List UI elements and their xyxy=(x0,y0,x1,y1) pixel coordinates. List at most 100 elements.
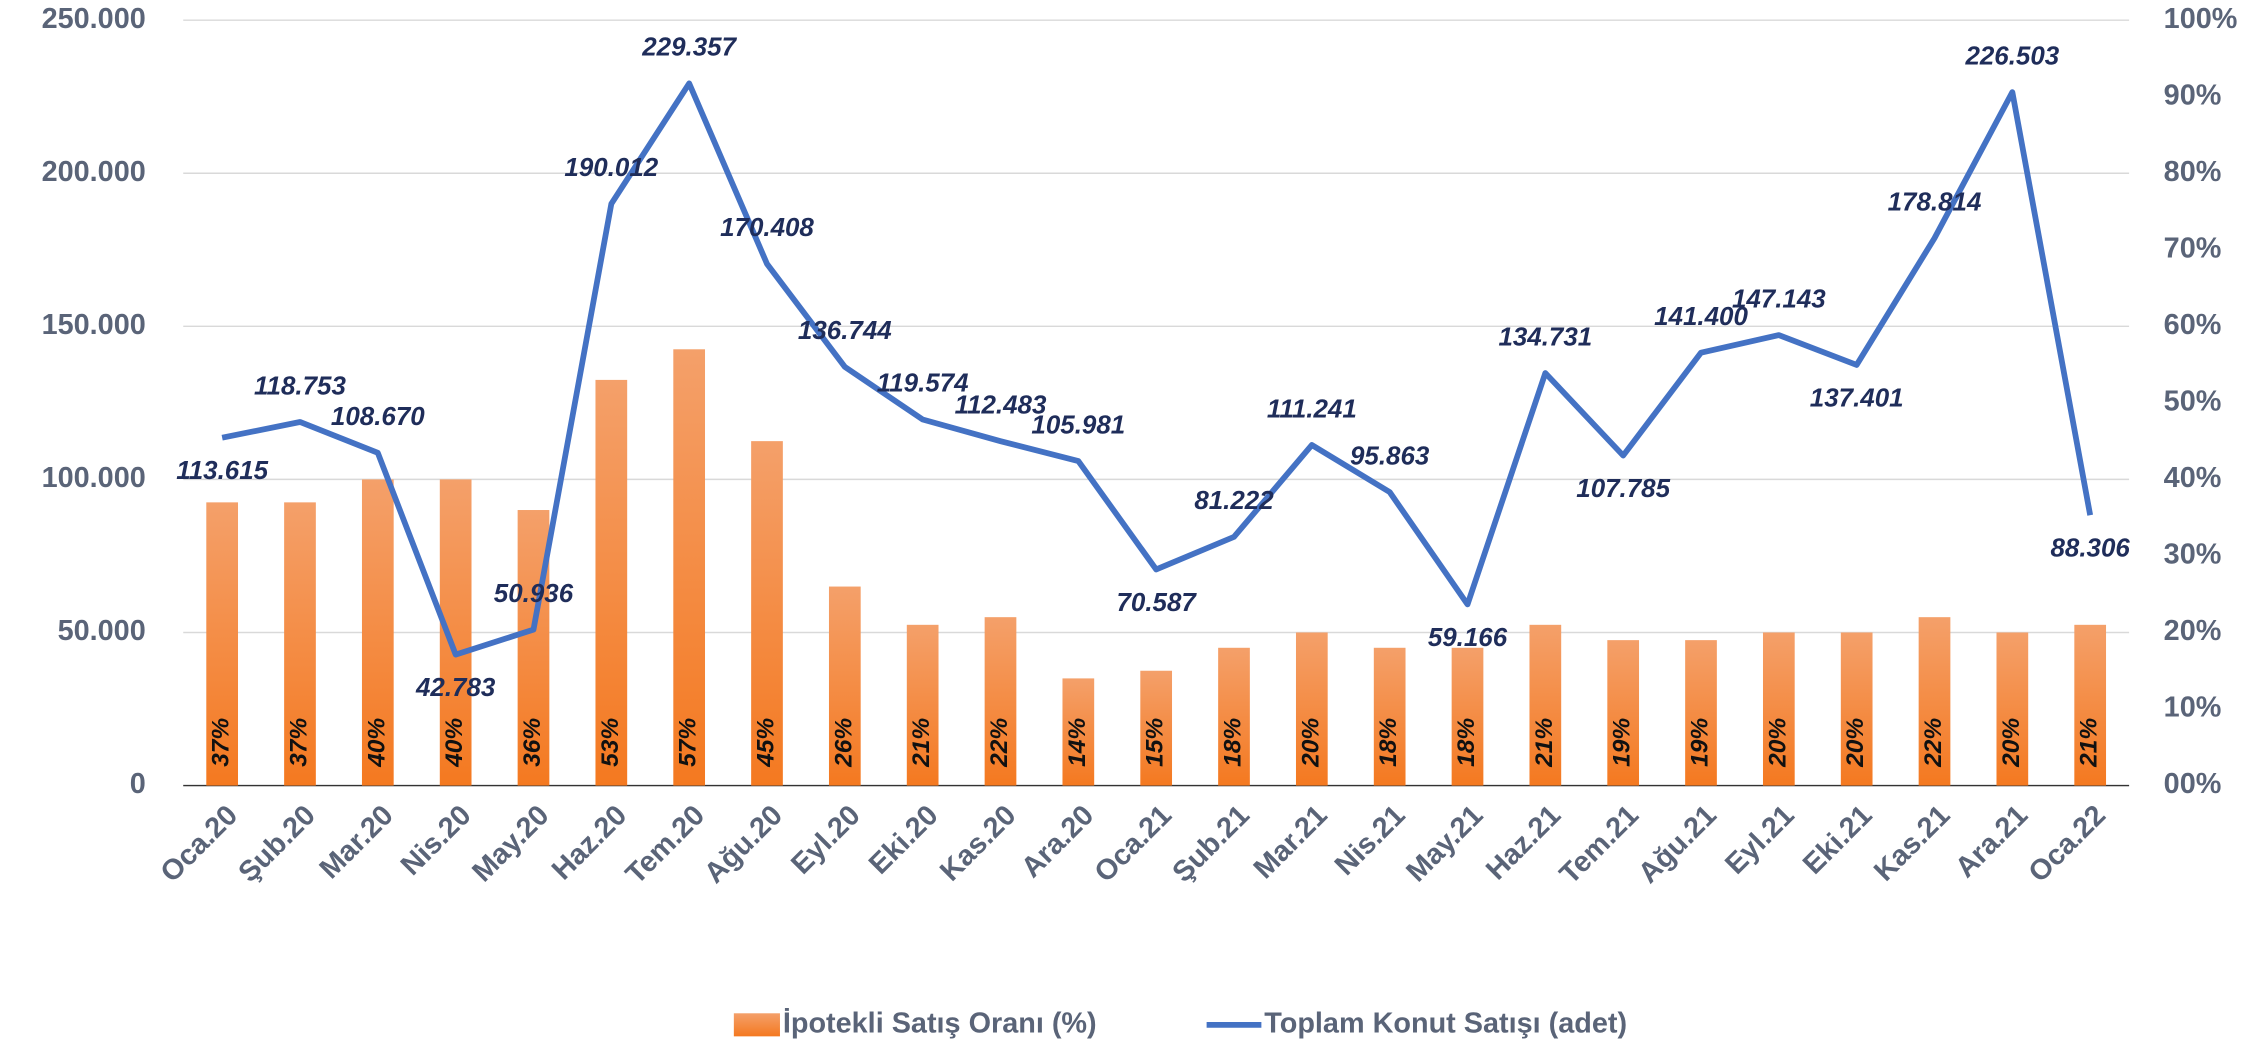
x-tick-label: Tem.20 xyxy=(620,799,711,890)
y2-tick-label: 00% xyxy=(2164,768,2222,800)
y-tick-label: 250.000 xyxy=(42,3,146,35)
bar-label: 20% xyxy=(1842,718,1869,768)
data-label: 134.731 xyxy=(1498,323,1592,351)
x-tick-label: Eyl.20 xyxy=(785,799,867,881)
bar xyxy=(595,379,628,786)
y2-tick-label: 50% xyxy=(2164,385,2222,417)
bar-label: 22% xyxy=(986,718,1013,768)
legend-label: Toplam Konut Satışı (adet) xyxy=(1264,1007,1627,1039)
bar-label: 21% xyxy=(1531,718,1558,768)
x-tick-label: Haz.20 xyxy=(546,799,633,886)
bar xyxy=(1607,640,1640,786)
data-label: 111.241 xyxy=(1267,395,1357,423)
data-label: 147.143 xyxy=(1732,285,1826,313)
bar xyxy=(673,349,706,786)
bar xyxy=(206,502,239,786)
bar-label: 37% xyxy=(285,718,312,767)
bar-label: 20% xyxy=(1764,718,1791,768)
data-label: 105.981 xyxy=(1031,411,1125,439)
bar-label: 45% xyxy=(752,718,779,768)
bar-label: 19% xyxy=(1609,718,1636,767)
x-tick-label: May.21 xyxy=(1400,799,1489,888)
x-tick-label: Şub.20 xyxy=(232,799,321,888)
bar-label: 21% xyxy=(2076,718,2103,768)
bar xyxy=(1529,624,1562,786)
bar xyxy=(1218,647,1250,786)
y2-tick-label: 90% xyxy=(2164,79,2222,111)
bar xyxy=(1996,632,2029,786)
bar-label: 20% xyxy=(1297,718,1324,768)
y2-tick-label: 100% xyxy=(2164,3,2238,35)
bar xyxy=(1762,632,1795,786)
data-label: 137.401 xyxy=(1810,384,1904,412)
bar-label: 19% xyxy=(1686,718,1713,767)
x-tick-label: Kas.20 xyxy=(934,799,1022,887)
data-label: 170.408 xyxy=(720,214,814,242)
legend-swatch xyxy=(733,1013,780,1037)
data-label: 141.400 xyxy=(1654,303,1748,331)
legend-label: İpotekli Satış Oranı (%) xyxy=(783,1007,1097,1039)
bar xyxy=(2074,624,2107,786)
bar-label: 40% xyxy=(363,718,390,768)
data-label: 95.863 xyxy=(1350,442,1430,470)
data-label: 42.783 xyxy=(415,674,496,702)
data-label: 112.483 xyxy=(955,391,1047,419)
data-label: 119.574 xyxy=(877,370,969,398)
x-tick-label: Ağu.21 xyxy=(1632,799,1723,890)
x-tick-label: Oca.20 xyxy=(155,799,244,888)
bar xyxy=(1140,670,1173,786)
x-tick-label: Nis.20 xyxy=(395,799,478,882)
data-label: 59.166 xyxy=(1428,624,1508,652)
data-label: 88.306 xyxy=(2051,535,2131,563)
y-tick-label: 50.000 xyxy=(58,615,146,647)
bar xyxy=(1295,632,1328,786)
y2-tick-label: 20% xyxy=(2164,615,2222,647)
x-tick-label: Oca.21 xyxy=(1089,799,1178,888)
data-label: 178.814 xyxy=(1888,188,1982,216)
y2-tick-label: 30% xyxy=(2164,539,2222,571)
bar-label: 14% xyxy=(1064,718,1091,767)
x-tick-label: Haz.21 xyxy=(1480,799,1567,886)
data-label: 50.936 xyxy=(494,580,574,608)
x-tick-label: Ara.21 xyxy=(1949,799,2034,884)
y2-tick-label: 10% xyxy=(2164,692,2222,724)
bar xyxy=(906,624,939,786)
data-label: 81.222 xyxy=(1194,487,1274,515)
data-label: 113.615 xyxy=(176,457,268,485)
bar xyxy=(1062,678,1095,786)
bar xyxy=(1840,632,1873,786)
bar-label: 40% xyxy=(441,718,468,768)
data-label: 229.357 xyxy=(641,34,737,62)
data-label: 108.670 xyxy=(331,403,425,431)
bar-label: 36% xyxy=(519,718,546,767)
x-tick-label: Ağu.20 xyxy=(698,799,789,890)
x-tick-label: Eki.20 xyxy=(863,799,945,881)
data-label: 226.503 xyxy=(1964,42,2059,70)
bar-label: 57% xyxy=(675,718,702,767)
bar xyxy=(1918,617,1951,786)
x-tick-label: Eki.21 xyxy=(1797,799,1879,881)
x-tick-label: Mar.21 xyxy=(1248,799,1334,885)
x-tick-label: Tem.21 xyxy=(1554,799,1645,890)
x-tick-label: Ara.20 xyxy=(1015,799,1100,884)
y-tick-label: 200.000 xyxy=(42,156,146,188)
bar xyxy=(1451,647,1484,786)
bar xyxy=(361,479,394,786)
bar-label: 22% xyxy=(1920,718,1947,768)
bar xyxy=(1685,640,1717,786)
bar xyxy=(828,586,861,786)
data-label: 136.744 xyxy=(798,317,892,345)
y2-tick-label: 40% xyxy=(2164,462,2222,494)
bar-label: 21% xyxy=(908,718,935,768)
x-tick-label: Kas.21 xyxy=(1868,799,1956,887)
bar-label: 20% xyxy=(1998,718,2025,768)
y-tick-label: 0 xyxy=(130,768,146,800)
bar xyxy=(984,617,1017,786)
bar-label: 37% xyxy=(208,718,235,767)
bar xyxy=(284,502,316,786)
x-tick-label: Mar.20 xyxy=(314,799,400,885)
data-label: 118.753 xyxy=(254,372,346,400)
y2-tick-label: 60% xyxy=(2164,309,2222,341)
data-label: 107.785 xyxy=(1576,475,1670,503)
bar-label: 15% xyxy=(1142,718,1169,767)
